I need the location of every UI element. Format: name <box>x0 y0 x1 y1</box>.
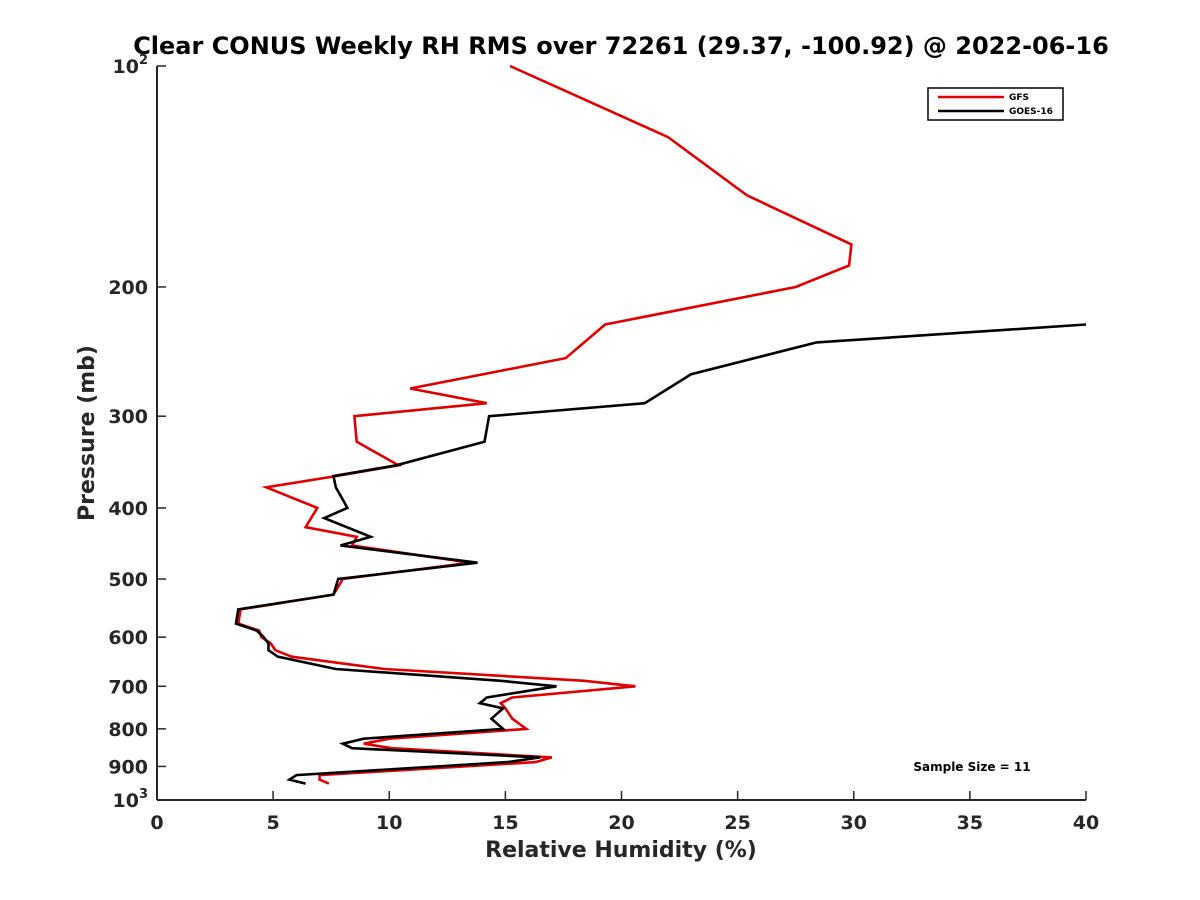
legend-box <box>927 87 1064 121</box>
y-tick-label: 800 <box>108 719 148 741</box>
y-tick-label: 102 <box>113 53 149 78</box>
x-tick-label: 15 <box>492 812 518 834</box>
x-tick-label: 40 <box>1073 812 1099 834</box>
x-axis-label: Relative Humidity (%) <box>485 838 757 863</box>
y-tick-label: 103 <box>113 787 149 812</box>
y-tick-label: 200 <box>108 277 148 299</box>
legend-label-gfs: GFS <box>1009 93 1029 103</box>
legend-label-goes16: GOES-16 <box>1009 107 1053 117</box>
x-tick-label: 25 <box>724 812 750 834</box>
x-tick-label: 30 <box>841 812 867 834</box>
x-tick-label: 0 <box>150 812 163 834</box>
sample-size-annotation: Sample Size = 11 <box>913 760 1030 774</box>
axes: 0 5 10 15 20 25 30 35 40 102 200 300 400 500 600 700 800… <box>108 53 1099 834</box>
x-tick-label: 10 <box>376 812 402 834</box>
y-tick-label: 400 <box>108 498 148 520</box>
y-tick-label: 300 <box>108 406 148 428</box>
series-layer <box>234 64 1087 785</box>
y-tick-label: 900 <box>108 756 148 778</box>
y-tick-label: 700 <box>108 676 148 698</box>
y-tick-label: 500 <box>108 569 148 591</box>
series-line-goes16 <box>234 323 1087 785</box>
x-tick-label: 5 <box>267 812 280 834</box>
series-line-gfs <box>236 64 853 785</box>
chart-title: Clear CONUS Weekly RH RMS over 72261 (29… <box>133 32 1109 60</box>
x-tick-label: 35 <box>957 812 983 834</box>
y-axis-label: Pressure (mb) <box>75 345 100 521</box>
x-tick-label: 20 <box>608 812 634 834</box>
legend: GFS GOES-16 <box>927 87 1064 121</box>
y-tick-label: 600 <box>108 627 148 649</box>
